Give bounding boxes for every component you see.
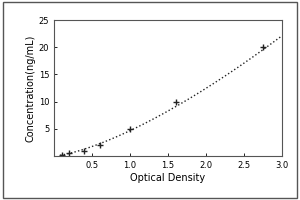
X-axis label: Optical Density: Optical Density	[130, 173, 206, 183]
Y-axis label: Concentration(ng/mL): Concentration(ng/mL)	[26, 34, 36, 142]
